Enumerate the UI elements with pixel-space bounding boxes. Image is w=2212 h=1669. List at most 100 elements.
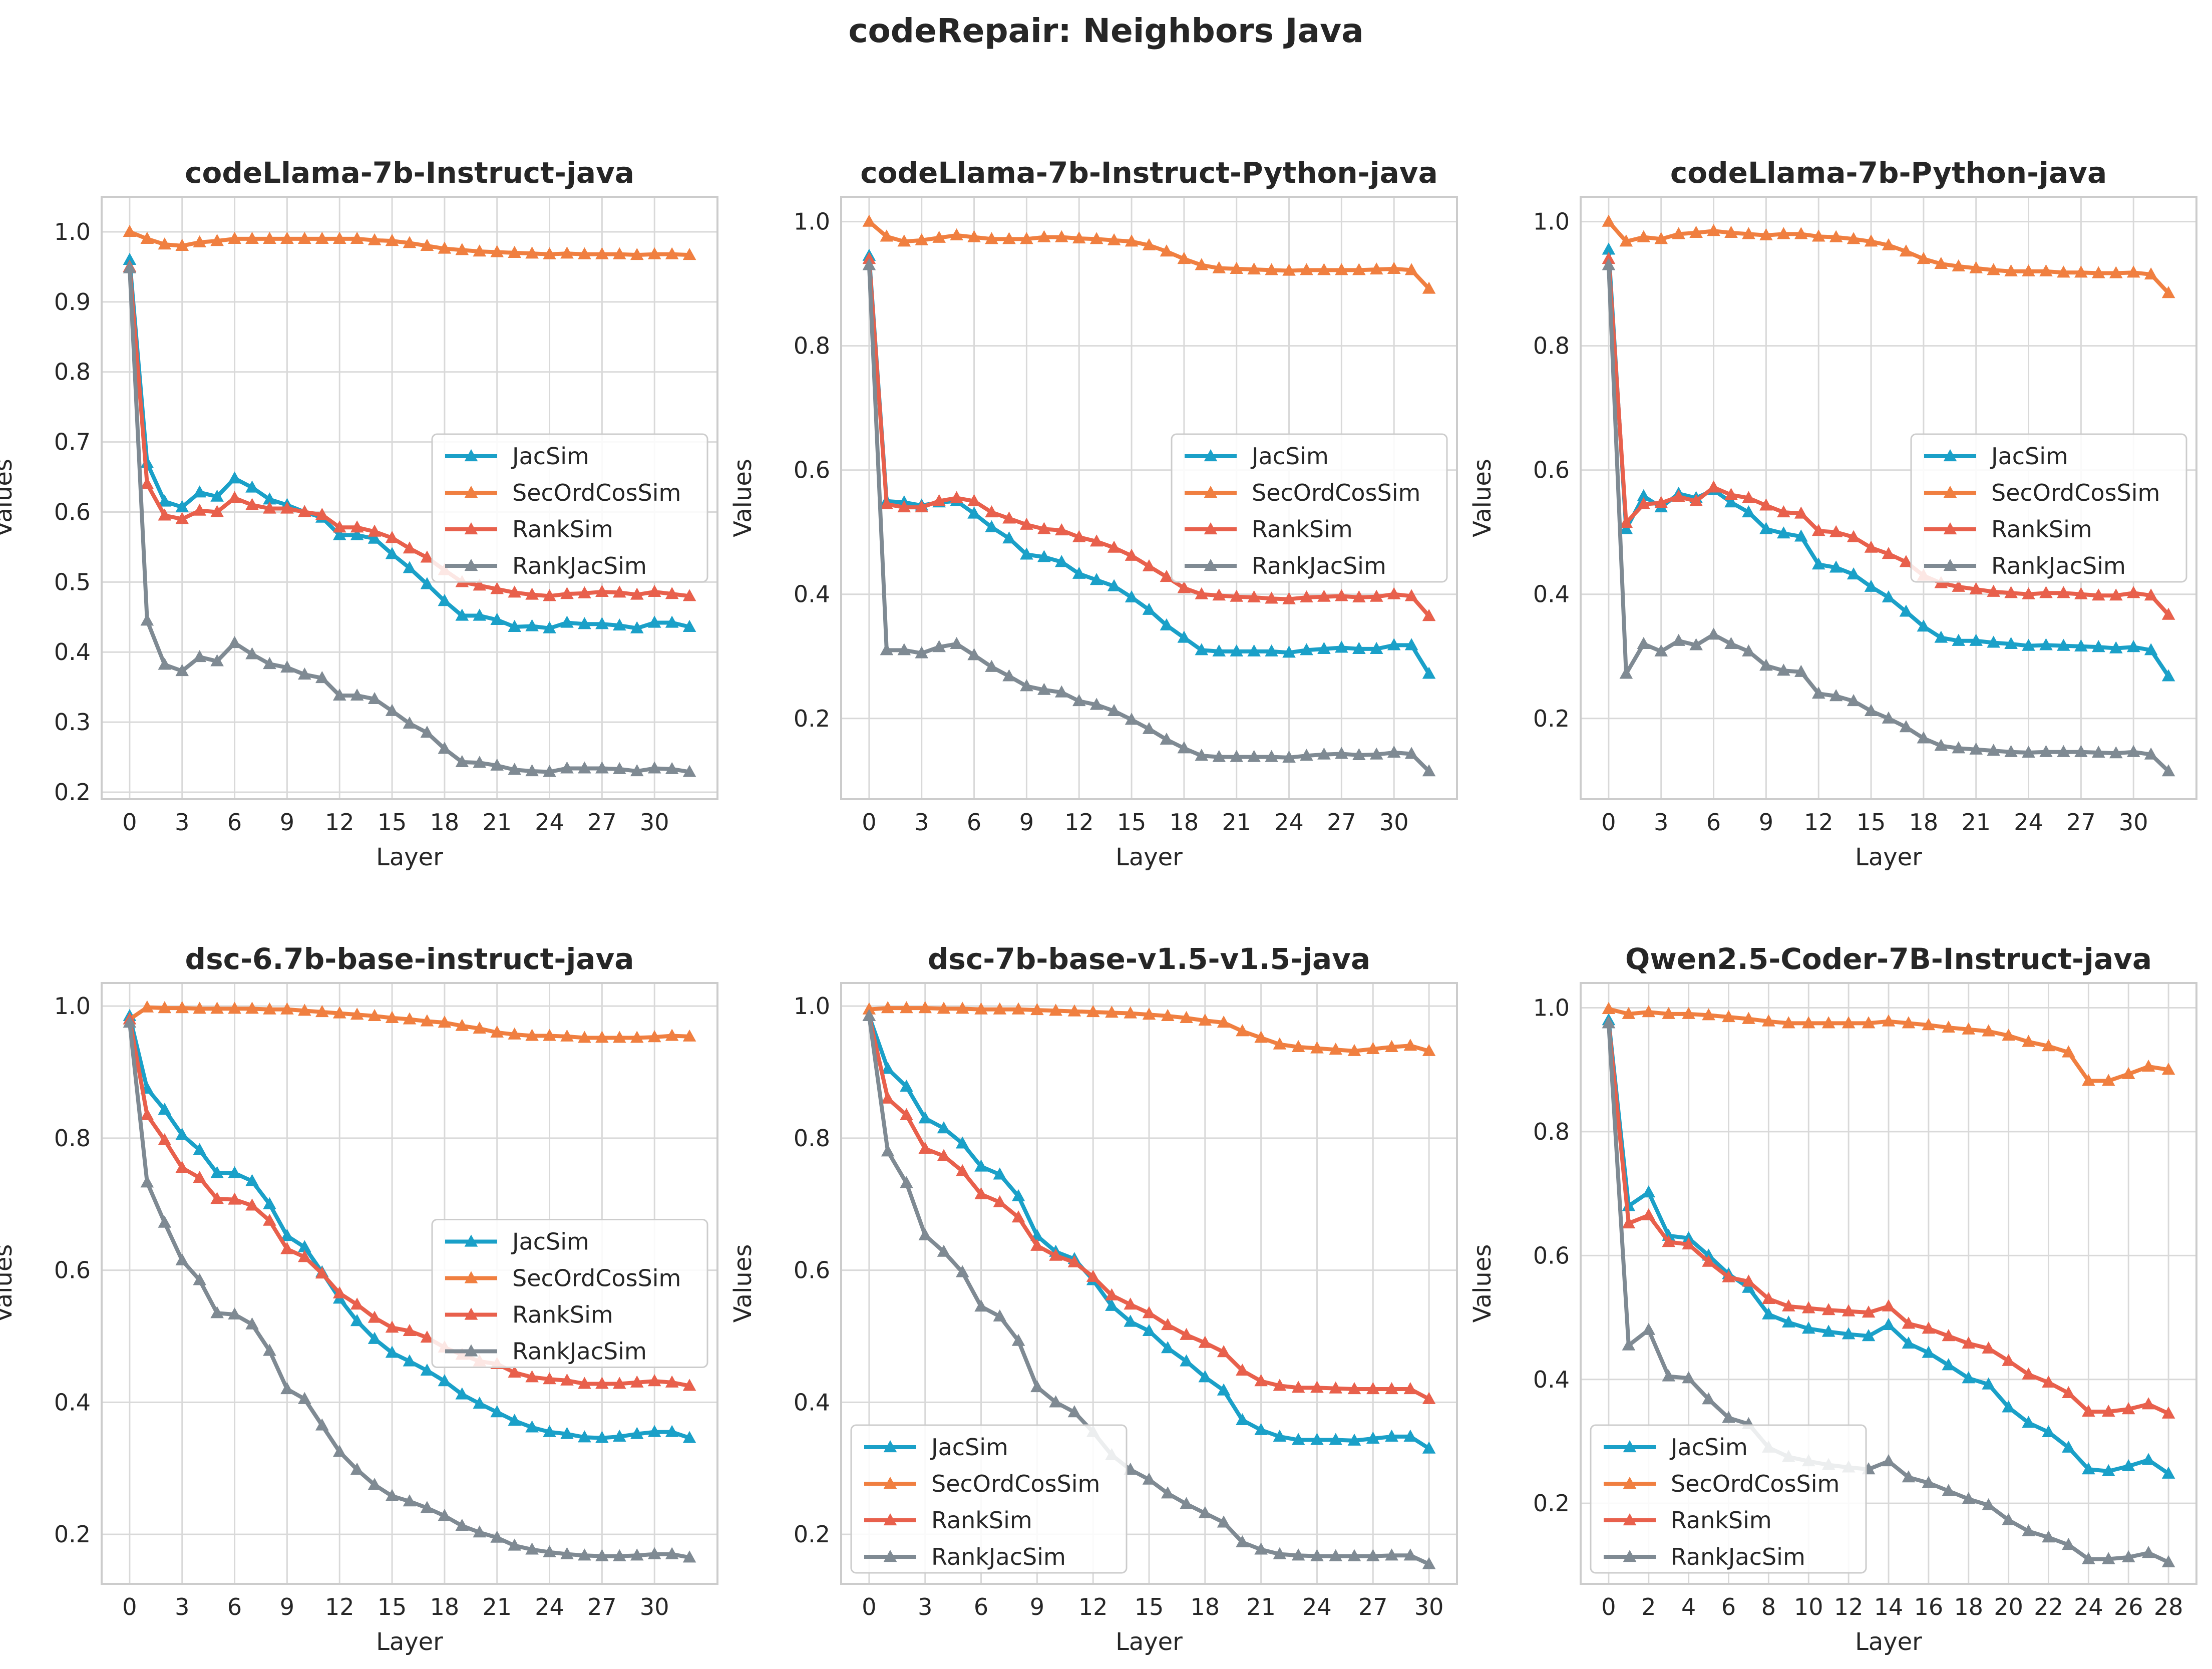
data-point: [490, 1530, 504, 1543]
data-point: [915, 500, 929, 513]
data-point: [950, 491, 963, 503]
data-point: [1105, 1288, 1119, 1300]
data-point: [1882, 1454, 1896, 1467]
data-point: [1702, 1008, 1715, 1021]
data-point: [543, 247, 556, 259]
data-point: [1637, 230, 1651, 242]
data-point: [1899, 244, 1913, 257]
x-tick-label: 30: [2119, 809, 2148, 836]
data-point: [385, 547, 399, 559]
data-point: [1682, 1237, 1695, 1250]
legend-marker: [1204, 559, 1218, 571]
data-point: [682, 248, 696, 260]
data-point: [881, 1001, 895, 1014]
data-point: [1125, 548, 1139, 561]
legend-marker: [1204, 522, 1218, 535]
data-point: [1282, 592, 1296, 604]
x-tick-label: 18: [1909, 809, 1939, 836]
data-point: [665, 1029, 679, 1041]
data-point: [1236, 1535, 1249, 1548]
data-point: [245, 1198, 259, 1211]
data-point: [1385, 1548, 1398, 1561]
data-point: [1759, 498, 1773, 511]
data-point: [880, 497, 894, 509]
data-point: [1422, 281, 1436, 294]
data-point: [490, 612, 504, 625]
legend-entry-ranksim: RankSim: [1604, 1507, 1772, 1534]
data-point: [473, 1021, 487, 1034]
data-point: [682, 1550, 696, 1563]
data-point: [1742, 1012, 1755, 1024]
x-tick-label: 30: [1379, 809, 1409, 836]
data-point: [1300, 749, 1313, 761]
x-tick-label: 9: [280, 809, 294, 836]
data-point: [1862, 1305, 1876, 1318]
data-point: [280, 1242, 294, 1254]
data-point: [403, 716, 417, 729]
legend-frame: [431, 1219, 708, 1368]
plot-frame: [1580, 196, 2197, 800]
data-point: [490, 1025, 504, 1038]
data-point: [1662, 1369, 1676, 1382]
legend-label: RankSim: [1252, 516, 1353, 543]
data-point: [508, 763, 521, 775]
x-tick-label: 6: [1721, 1593, 1736, 1620]
data-point: [1160, 732, 1174, 745]
data-point: [263, 657, 276, 670]
data-point: [315, 671, 329, 684]
data-point: [1352, 590, 1366, 603]
data-point: [367, 1310, 382, 1323]
data-point: [897, 234, 911, 247]
data-point: [2161, 607, 2175, 620]
data-point: [263, 231, 276, 244]
data-point: [682, 765, 696, 777]
series-rankjacsim: [862, 258, 1436, 777]
legend-marker: [1204, 486, 1218, 498]
legend-label: SecOrdCosSim: [512, 1265, 681, 1292]
data-point: [1841, 1016, 1856, 1029]
data-point: [2144, 747, 2158, 760]
data-point: [1335, 589, 1348, 601]
legend: JacSim SecOrdCosSim RankSim RankJacSim: [1910, 433, 2187, 583]
data-point: [1642, 1005, 1656, 1018]
data-point: [1829, 560, 1843, 573]
data-point: [298, 505, 311, 517]
data-point: [543, 621, 556, 633]
data-point: [950, 636, 963, 649]
data-point: [403, 1354, 417, 1367]
data-point: [1236, 1024, 1249, 1037]
data-point: [1387, 261, 1401, 274]
legend: JacSim SecOrdCosSim RankSim RankJacSim: [1590, 1424, 1867, 1574]
data-point: [508, 245, 521, 258]
data-point: [175, 500, 189, 512]
data-point: [1934, 630, 1948, 643]
data-point: [955, 1002, 969, 1014]
data-point: [1002, 669, 1016, 682]
legend-frame: [850, 1424, 1128, 1574]
data-point: [1882, 547, 1896, 559]
plot-frame: [101, 196, 718, 800]
data-point: [1654, 644, 1668, 656]
legend: JacSim SecOrdCosSim RankSim RankJacSim: [850, 1424, 1128, 1574]
x-tick-label: 10: [1794, 1593, 1823, 1620]
data-point: [1702, 1254, 1715, 1267]
data-point: [1987, 263, 2000, 275]
data-point: [263, 1344, 276, 1356]
data-point: [1037, 550, 1051, 562]
data-point: [1782, 1299, 1795, 1311]
data-point: [1962, 1022, 1976, 1035]
x-tick-label: 27: [1358, 1593, 1388, 1620]
data-point: [2004, 745, 2018, 757]
data-point: [1403, 1382, 1417, 1395]
x-tick-label: 12: [1804, 809, 1833, 836]
series-ranksim: [123, 259, 696, 601]
data-point: [2101, 1405, 2115, 1417]
data-point: [1702, 1392, 1715, 1405]
data-point: [682, 1431, 696, 1443]
data-point: [438, 1016, 452, 1028]
data-point: [1335, 747, 1348, 759]
data-point: [1282, 750, 1296, 763]
data-point: [993, 1195, 1007, 1207]
data-point: [1722, 1411, 1735, 1423]
